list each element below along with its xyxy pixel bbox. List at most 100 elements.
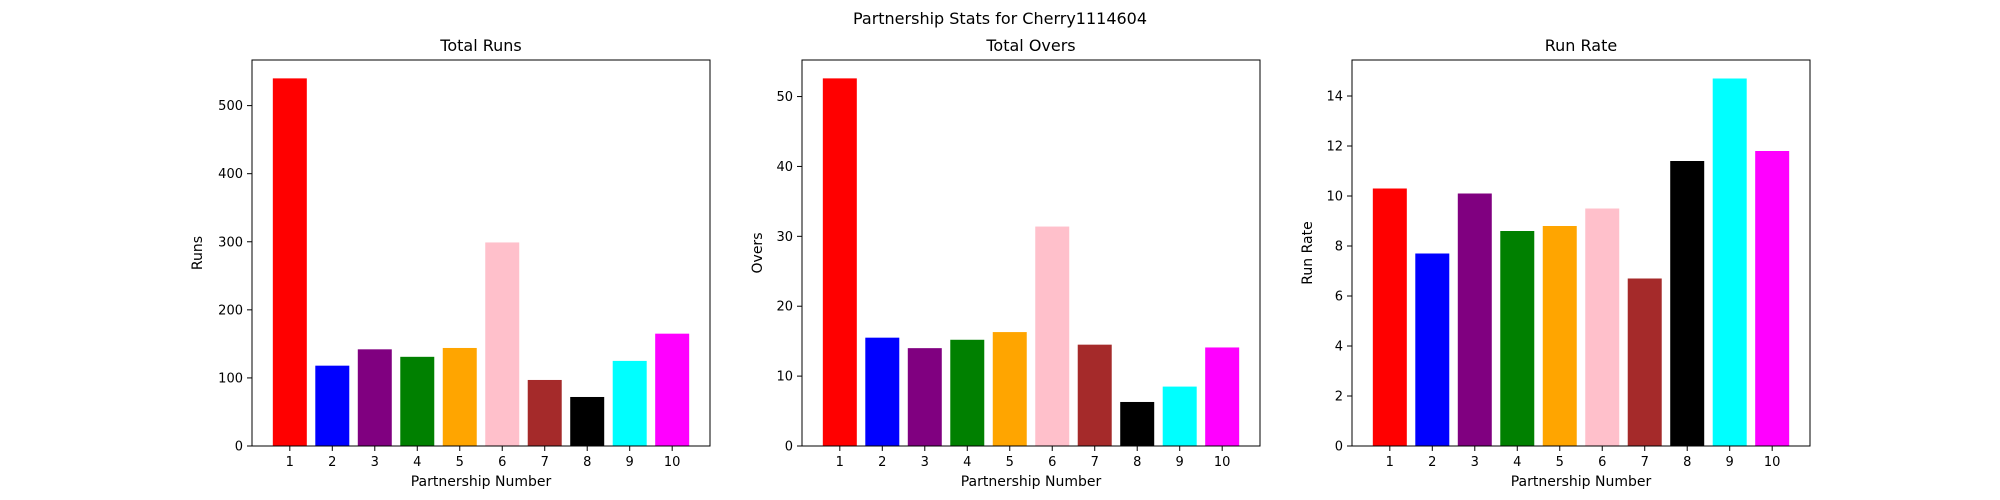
x-tick-label: 8: [1683, 455, 1691, 470]
x-tick-label: 9: [1176, 455, 1184, 470]
bar-1: [1372, 188, 1407, 446]
x-tick-label: 2: [1428, 455, 1436, 470]
bar-2: [865, 337, 900, 446]
bar-5: [1542, 226, 1577, 446]
chart-title: Total Runs: [439, 36, 521, 55]
x-tick-label: 1: [286, 455, 294, 470]
bar-4: [1500, 231, 1535, 446]
y-tick-label: 14: [1326, 90, 1343, 105]
x-tick-label: 2: [328, 455, 336, 470]
bar-3: [357, 349, 392, 446]
y-tick-label: 30: [776, 230, 793, 245]
bar-7: [1077, 344, 1112, 446]
x-tick-label: 10: [664, 455, 681, 470]
bar-10: [1755, 151, 1790, 446]
x-tick-label: 1: [836, 455, 844, 470]
x-tick-label: 3: [1471, 455, 1479, 470]
y-tick-label: 40: [776, 160, 793, 175]
bar-4: [950, 339, 985, 446]
bar-10: [1205, 347, 1240, 446]
y-axis-label: Runs: [190, 236, 206, 270]
y-axis-label: Overs: [750, 233, 766, 274]
x-tick-label: 5: [1006, 455, 1014, 470]
chart-marks: 1 2 3 4 5 6 7 8 9 10 0 10 20 30 40 50: [776, 59, 1261, 470]
bar-6: [1035, 226, 1070, 446]
bar-8: [570, 396, 605, 446]
x-tick-label: 4: [1513, 455, 1521, 470]
x-tick-label: 4: [963, 455, 971, 470]
x-tick-label: 8: [583, 455, 591, 470]
bar-9: [612, 360, 647, 446]
chart-title: Total Overs: [985, 36, 1075, 55]
figure-suptitle: Partnership Stats for Cherry1114604: [853, 9, 1147, 28]
bar-3: [1457, 193, 1492, 446]
x-tick-label: 7: [1091, 455, 1099, 470]
x-tick-label: 2: [878, 455, 886, 470]
bar-8: [1120, 401, 1155, 446]
bar-5: [992, 332, 1027, 446]
x-tick-label: 7: [541, 455, 549, 470]
bar-2: [1415, 253, 1450, 446]
chart-total-overs: Total Overs Partnership Number Overs 1 2 3…: [750, 36, 1261, 490]
bar-1: [822, 78, 857, 446]
y-tick-label: 400: [218, 167, 243, 182]
y-tick-label: 20: [776, 300, 793, 315]
y-tick-label: 50: [776, 90, 793, 105]
x-tick-label: 3: [921, 455, 929, 470]
bar-6: [1585, 208, 1620, 446]
y-tick-label: 2: [1335, 390, 1343, 405]
bar-8: [1670, 161, 1705, 446]
x-tick-label: 6: [1048, 455, 1056, 470]
x-tick-label: 4: [413, 455, 421, 470]
y-tick-label: 0: [785, 440, 793, 455]
x-tick-label: 5: [1556, 455, 1564, 470]
y-tick-label: 0: [235, 440, 243, 455]
chart-total-runs: Total Runs Partnership Number Runs 1 2 3 4 5…: [190, 36, 711, 490]
bar-3: [907, 348, 942, 446]
x-axis-label: Partnership Number: [1511, 474, 1652, 490]
x-axis-label: Partnership Number: [961, 474, 1102, 490]
y-tick-label: 10: [776, 370, 793, 385]
y-tick-label: 0: [1335, 440, 1343, 455]
y-tick-label: 4: [1335, 340, 1343, 355]
x-tick-label: 9: [626, 455, 634, 470]
y-tick-label: 300: [218, 235, 243, 250]
bar-10: [655, 333, 690, 446]
y-tick-label: 100: [218, 371, 243, 386]
bar-4: [400, 356, 435, 446]
axes-frame: [251, 59, 711, 447]
bar-9: [1162, 386, 1197, 446]
chart-title: Run Rate: [1545, 36, 1617, 55]
y-tick-label: 200: [218, 303, 243, 318]
y-axis-label: Run Rate: [1300, 221, 1316, 284]
x-tick-label: 5: [456, 455, 464, 470]
x-tick-label: 10: [1214, 455, 1231, 470]
x-tick-label: 1: [1386, 455, 1394, 470]
x-tick-label: 7: [1641, 455, 1649, 470]
y-tick-label: 12: [1326, 140, 1343, 155]
bar-6: [485, 242, 520, 446]
bar-9: [1712, 78, 1747, 446]
bar-7: [527, 379, 562, 446]
x-tick-label: 8: [1133, 455, 1141, 470]
y-tick-label: 10: [1326, 190, 1343, 205]
bar-7: [1627, 278, 1662, 446]
x-tick-label: 9: [1726, 455, 1734, 470]
y-tick-label: 6: [1335, 290, 1343, 305]
y-tick-label: 8: [1335, 240, 1343, 255]
x-tick-label: 3: [371, 455, 379, 470]
x-tick-label: 6: [1598, 455, 1606, 470]
y-tick-label: 500: [218, 99, 243, 114]
bar-5: [442, 347, 477, 446]
x-tick-label: 10: [1764, 455, 1781, 470]
axes-frame: [1351, 59, 1811, 447]
x-axis-label: Partnership Number: [411, 474, 552, 490]
bar-1: [272, 78, 307, 446]
bar-2: [315, 365, 350, 446]
x-tick-label: 6: [498, 455, 506, 470]
axes-frame: [801, 59, 1261, 447]
